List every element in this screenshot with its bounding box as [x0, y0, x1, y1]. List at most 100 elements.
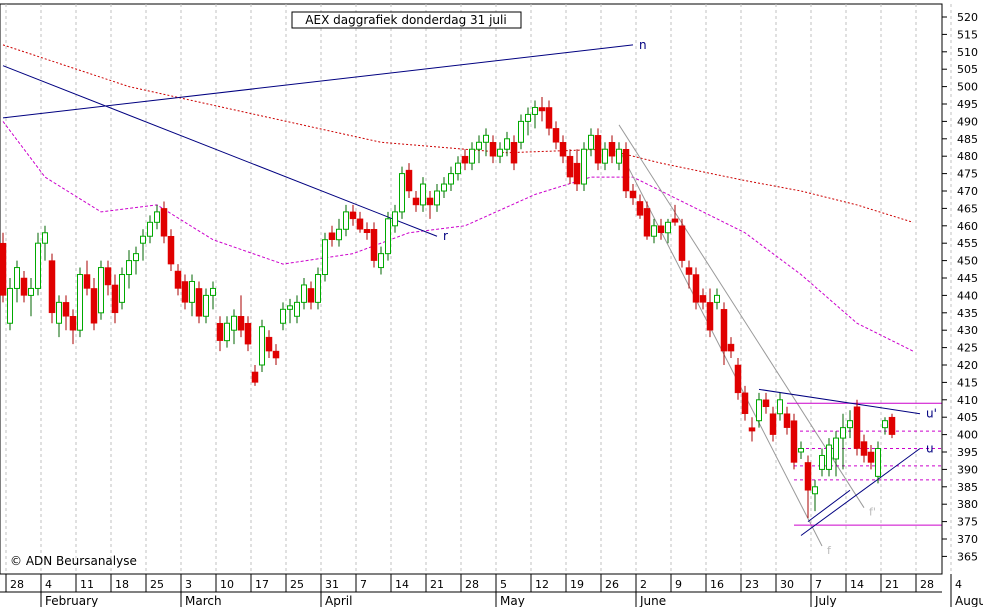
candle [237, 295, 245, 338]
candle [483, 128, 489, 157]
candle-body [629, 190, 637, 199]
candle-body [370, 229, 378, 261]
candle-body [231, 315, 237, 331]
candle-body [363, 229, 371, 234]
candle [48, 253, 56, 324]
candle-body [657, 225, 665, 234]
candle-body [756, 399, 762, 422]
candle-body [888, 416, 896, 435]
candle [594, 128, 602, 171]
y-tick-label: 380 [957, 498, 978, 511]
candle [559, 135, 567, 164]
candle-body [426, 197, 434, 206]
candle-body [77, 274, 83, 331]
candle-body [28, 287, 34, 296]
candle-body [140, 235, 146, 244]
candle [251, 365, 259, 386]
candle [588, 128, 594, 157]
trendline [800, 448, 921, 536]
x-tick-label: 31 [325, 578, 339, 591]
candle-body [441, 183, 447, 192]
line-annotations: n r u' u f' f [443, 38, 937, 557]
trendline-label: n [639, 38, 647, 52]
candle [167, 229, 175, 272]
candle-body [167, 235, 175, 265]
candle [363, 222, 371, 240]
y-tick-label: 455 [957, 237, 978, 250]
candle-body [783, 413, 791, 428]
candle-body [111, 284, 119, 314]
candle-body [875, 448, 881, 477]
y-tick-label: 375 [957, 516, 978, 529]
y-tick-label: 520 [957, 11, 978, 24]
candle [860, 434, 868, 463]
candle [343, 204, 349, 237]
candle-body [741, 392, 749, 414]
candle [714, 288, 720, 310]
candle-body [189, 280, 195, 303]
x-tick-label: 16 [710, 578, 724, 591]
candle-body [671, 218, 679, 223]
candle [706, 288, 714, 338]
candle-body [588, 134, 594, 150]
candle [434, 184, 440, 212]
y-tick-label: 445 [957, 272, 978, 285]
candle [224, 316, 230, 348]
candle [98, 260, 104, 320]
chart-title: AEX daggrafiek donderdag 31 juli [305, 13, 506, 27]
y-tick-label: 505 [957, 63, 978, 76]
candle [685, 260, 693, 289]
candle-body [616, 148, 622, 164]
x-tick-label: 3 [185, 578, 192, 591]
candle [216, 316, 224, 352]
candle-body [56, 301, 62, 324]
channel-line [618, 124, 865, 508]
candle-body [126, 260, 132, 276]
candle-body [280, 308, 286, 324]
candle [461, 149, 469, 171]
candle-body [251, 371, 259, 383]
candle [504, 131, 510, 157]
candle-body [461, 155, 469, 164]
candle [888, 413, 896, 439]
candle [7, 278, 13, 331]
candle [734, 358, 742, 400]
candle [581, 142, 587, 191]
candle [356, 211, 364, 233]
candle-body [573, 162, 581, 185]
x-tick-label: 30 [780, 578, 794, 591]
trendline [2, 44, 634, 119]
trendline [2, 65, 438, 237]
candle-body [378, 253, 384, 269]
y-tick-label: 450 [957, 255, 978, 268]
candle-body [804, 462, 812, 491]
candle [77, 267, 83, 338]
x-tick-label: 28 [920, 578, 934, 591]
candle [616, 142, 622, 171]
candle-body [552, 128, 560, 143]
candle [189, 274, 195, 317]
candle [392, 204, 398, 233]
candle [678, 218, 686, 268]
candle-body [559, 142, 567, 157]
candle-body [812, 486, 818, 495]
candle [671, 204, 679, 226]
candle-body [119, 274, 125, 303]
x-tick-label: 19 [570, 578, 584, 591]
candle [378, 246, 384, 275]
candle [328, 225, 336, 247]
candle [336, 218, 342, 247]
candle [455, 156, 461, 181]
x-tick-label: 14 [850, 578, 864, 591]
candle [756, 392, 762, 428]
x-tick-label: 9 [675, 578, 682, 591]
candle-body [714, 294, 720, 303]
candle-body [665, 221, 671, 234]
candle-body [853, 406, 861, 449]
candle [665, 218, 671, 244]
candle [119, 267, 125, 310]
y-tick-label: 485 [957, 133, 978, 146]
indicator-lines [2, 44, 942, 547]
candle [602, 142, 608, 171]
